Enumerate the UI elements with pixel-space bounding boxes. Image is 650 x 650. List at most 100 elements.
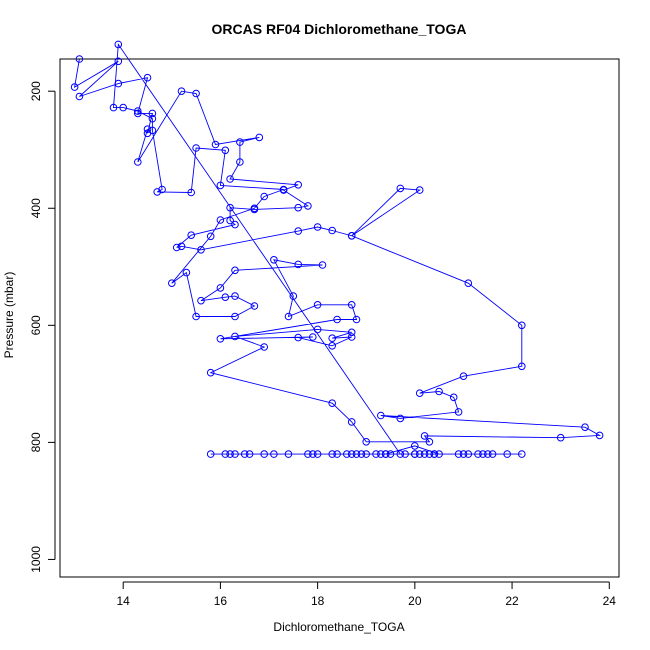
data-point <box>221 450 230 458</box>
data-point <box>309 450 317 458</box>
data-point <box>197 246 205 254</box>
y-tick-label: 800 <box>29 432 43 452</box>
data-point <box>284 450 293 458</box>
data-point <box>488 450 497 458</box>
data-point <box>318 261 327 269</box>
data-point <box>260 450 269 458</box>
data-point <box>143 125 152 133</box>
data-point <box>231 332 239 341</box>
data-point <box>270 450 278 458</box>
x-tick-label: 18 <box>311 594 325 608</box>
data-point <box>328 450 337 458</box>
data-point <box>396 414 405 423</box>
data-point <box>119 103 127 112</box>
data-point <box>396 450 405 458</box>
data-point <box>148 114 157 123</box>
data-point <box>192 89 200 98</box>
data-point <box>240 450 249 458</box>
data-point <box>153 188 161 196</box>
data-point <box>415 389 424 398</box>
y-tick-label: 400 <box>29 198 43 218</box>
data-point <box>347 301 356 309</box>
data-point <box>313 325 322 334</box>
data-point <box>420 450 429 458</box>
data-point <box>479 450 487 458</box>
data-point <box>187 231 195 239</box>
data-point <box>459 372 468 381</box>
data-point <box>518 362 526 371</box>
data-point <box>260 192 269 201</box>
data-point <box>328 342 337 350</box>
data-point <box>503 450 512 458</box>
data-point <box>211 140 220 149</box>
data-point <box>415 186 424 194</box>
data-point <box>454 450 463 458</box>
data-point <box>435 387 443 396</box>
data-point <box>396 184 405 193</box>
data-point <box>372 450 380 458</box>
data-point <box>250 302 259 310</box>
data-point <box>216 284 225 292</box>
data-point <box>454 408 463 416</box>
data-point <box>518 450 526 458</box>
data-point <box>177 242 186 251</box>
data-point <box>245 450 254 458</box>
data-point <box>231 450 239 458</box>
data-point <box>328 334 337 343</box>
data-point <box>114 57 123 66</box>
data-point <box>294 181 303 189</box>
data-point <box>347 232 356 240</box>
x-tick-label: 16 <box>214 594 228 608</box>
data-point <box>425 438 434 446</box>
data-point <box>75 92 84 101</box>
data-point <box>595 431 604 440</box>
data-point <box>206 368 215 377</box>
data-point <box>357 450 366 458</box>
data-point <box>70 83 79 91</box>
x-tick-label: 20 <box>408 594 422 608</box>
data-point <box>581 423 589 432</box>
data-point <box>304 450 312 458</box>
data-point <box>518 321 526 330</box>
data-point <box>377 450 385 458</box>
data-point <box>381 450 390 458</box>
data-point <box>148 126 157 135</box>
data-point <box>197 296 205 305</box>
data-point <box>435 450 443 458</box>
data-point <box>449 393 458 402</box>
data-point <box>284 312 293 321</box>
x-axis-label: Dichloromethane_TOGA <box>273 620 404 634</box>
data-point <box>309 333 317 341</box>
data-point <box>187 188 195 197</box>
y-axis-label: Pressure (mbar) <box>2 272 16 359</box>
data-point <box>216 216 225 224</box>
data-point <box>411 450 419 458</box>
data-point <box>231 312 239 321</box>
x-tick-label: 22 <box>505 594 519 608</box>
data-point <box>134 158 142 166</box>
data-point <box>464 450 473 458</box>
data-point <box>415 450 424 458</box>
y-axis: 200 400 600 800 1000 <box>29 81 56 573</box>
data-point <box>231 266 239 275</box>
data-point <box>313 450 322 458</box>
chart-title: ORCAS RF04 Dichloromethane_TOGA <box>212 21 467 37</box>
data-point <box>333 315 341 324</box>
data-point <box>226 175 234 183</box>
data-point <box>411 442 419 450</box>
y-tick-label: 600 <box>29 315 43 335</box>
data-point <box>148 109 157 118</box>
data-point <box>206 450 215 458</box>
data-point <box>313 223 322 231</box>
data-point <box>294 227 303 235</box>
data-point <box>347 450 356 458</box>
data-point <box>474 450 482 458</box>
data-point <box>192 144 200 152</box>
data-point <box>362 438 371 446</box>
data-point <box>255 133 264 142</box>
data-point <box>168 279 176 288</box>
data-point <box>75 55 84 63</box>
data-point <box>236 158 244 166</box>
data-point <box>114 40 123 49</box>
